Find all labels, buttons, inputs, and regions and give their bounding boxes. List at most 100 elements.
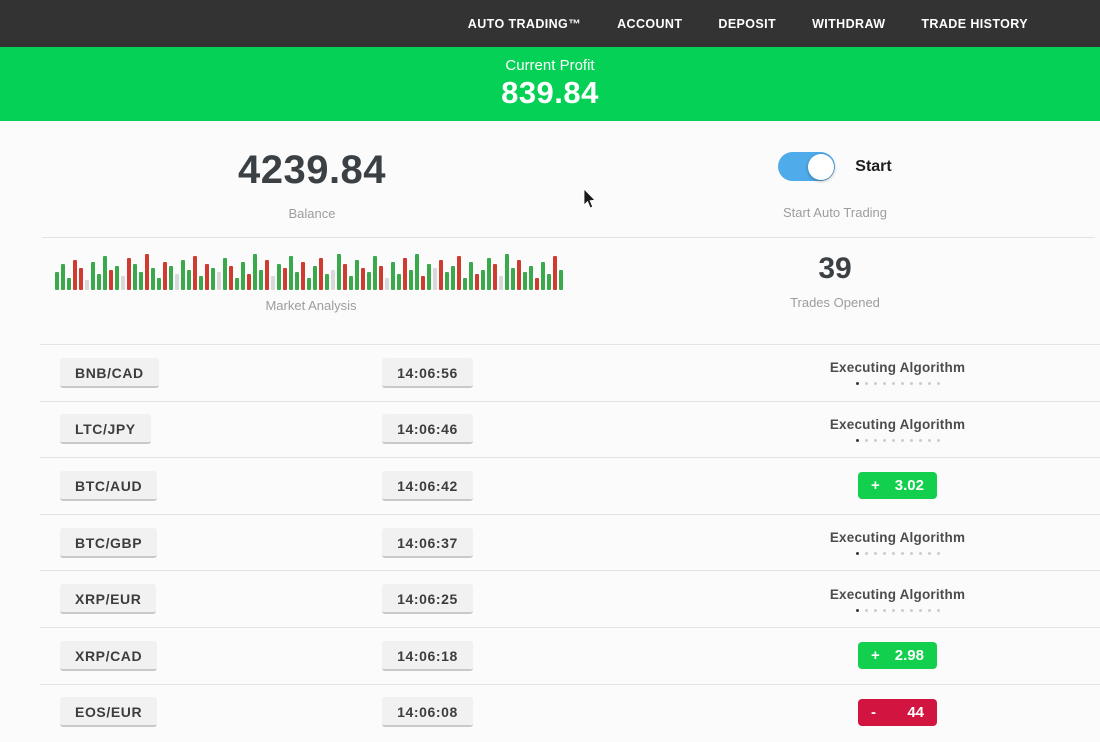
nav-item-deposit[interactable]: DEPOSIT: [718, 16, 777, 31]
trades-table: BNB/CAD 14:06:56 Executing Algorithm LTC…: [0, 344, 1100, 740]
executing-algorithm-label: Executing Algorithm: [829, 530, 966, 546]
market-bar: [289, 256, 293, 290]
market-bar: [247, 274, 251, 290]
current-profit-banner: Current Profit 839.84: [0, 47, 1100, 121]
nav-item-auto-trading[interactable]: AUTO TRADING™: [467, 16, 582, 31]
pair-chip: XRP/CAD: [60, 640, 158, 671]
result-sign: +: [871, 647, 880, 665]
trades-opened-value: 39: [818, 252, 852, 285]
trade-status: Executing Algorithm: [830, 417, 965, 442]
market-bar: [235, 278, 239, 290]
market-bar: [559, 270, 563, 290]
market-bar: [301, 262, 305, 290]
progress-dot: [936, 552, 940, 556]
time-chip: 14:06:42: [382, 470, 473, 501]
market-bar: [79, 268, 83, 290]
progress-dot: [855, 382, 859, 386]
progress-dot: [882, 552, 886, 556]
nav-item-withdraw[interactable]: WITHDRAW: [812, 16, 886, 31]
market-bar: [85, 280, 89, 290]
progress-dot: [864, 552, 868, 556]
market-bar: [91, 262, 95, 290]
trade-row: LTC/JPY 14:06:46 Executing Algorithm: [40, 400, 1100, 458]
market-bar: [283, 268, 287, 290]
progress-dot: [864, 608, 868, 612]
trade-status: Executing Algorithm: [830, 360, 965, 386]
executing-progress-dots: [830, 552, 965, 556]
progress-dot: [882, 608, 886, 612]
market-bar: [469, 262, 473, 290]
trade-row: BTC/AUD 14:06:42 +3.02: [40, 457, 1100, 514]
nav-item-trade-history[interactable]: TRADE HISTORY: [921, 16, 1028, 31]
loss-badge: - 44: [858, 698, 937, 726]
nav-item-account[interactable]: ACCOUNT: [617, 16, 683, 31]
market-bar: [199, 276, 203, 290]
market-bar: [475, 274, 479, 290]
market-bar: [169, 266, 173, 290]
market-bar: [211, 268, 215, 290]
progress-dot: [918, 438, 922, 442]
progress-dot: [891, 552, 895, 556]
market-bar: [481, 270, 485, 290]
market-bar: [67, 278, 71, 290]
progress-dot: [918, 552, 922, 556]
progress-dot: [927, 382, 931, 386]
progress-dot: [900, 382, 904, 386]
market-bar: [427, 264, 431, 290]
top-navbar: AUTO TRADING™ ACCOUNT DEPOSIT WITHDRAW TRADE…: [0, 0, 1100, 47]
progress-dot: [882, 438, 886, 442]
trade-status: Executing Algorithm: [830, 587, 965, 612]
market-bar: [193, 256, 197, 290]
progress-dot: [918, 608, 922, 612]
time-chip: 14:06:37: [382, 527, 473, 558]
pair-chip: BNB/CAD: [60, 357, 159, 388]
market-bar: [535, 278, 539, 290]
profit-badge: +2.98: [858, 642, 937, 670]
toggle-knob: [807, 153, 834, 180]
current-profit-value: 839.84: [501, 75, 599, 110]
trade-row: BTC/GBP 14:06:37 Executing Algorithm: [40, 513, 1100, 571]
progress-dot: [855, 438, 859, 442]
market-bar: [517, 260, 521, 290]
progress-dot: [909, 382, 913, 386]
market-bar: [487, 258, 491, 290]
market-bar: [385, 278, 389, 290]
market-bar: [73, 260, 77, 290]
market-bar: [541, 262, 545, 290]
market-bar: [175, 274, 179, 290]
market-bar: [421, 276, 425, 290]
progress-dot: [909, 608, 913, 612]
time-chip: 14:06:25: [382, 584, 473, 615]
market-bar: [271, 276, 275, 290]
market-bar: [103, 256, 107, 290]
market-bar: [121, 276, 125, 290]
section-divider: [42, 237, 1095, 238]
trade-status: +3.02: [858, 472, 937, 500]
market-analysis-chart: [55, 250, 567, 290]
pair-chip: LTC/JPY: [60, 414, 151, 445]
market-bar: [445, 272, 449, 290]
auto-trading-toggle[interactable]: [778, 152, 836, 181]
progress-dot: [900, 552, 904, 556]
market-bar: [391, 262, 395, 290]
progress-dot: [909, 438, 913, 442]
market-analysis-block: Market Analysis: [55, 250, 567, 313]
pair-chip: BTC/GBP: [60, 527, 158, 558]
progress-dot: [873, 608, 877, 612]
market-bar: [397, 274, 401, 290]
progress-dot: [855, 552, 859, 556]
market-bar: [313, 266, 317, 290]
market-bar: [343, 264, 347, 290]
progress-dot: [927, 608, 931, 612]
market-bar: [379, 266, 383, 290]
market-bar: [463, 278, 467, 290]
executing-algorithm-label: Executing Algorithm: [829, 586, 966, 602]
market-bar: [109, 270, 113, 290]
trades-opened-label: Trades Opened: [790, 295, 880, 310]
market-bar: [223, 258, 227, 290]
market-bar: [529, 266, 533, 290]
pair-chip: XRP/EUR: [60, 584, 157, 615]
market-bar: [493, 264, 497, 290]
market-bar: [499, 276, 503, 290]
